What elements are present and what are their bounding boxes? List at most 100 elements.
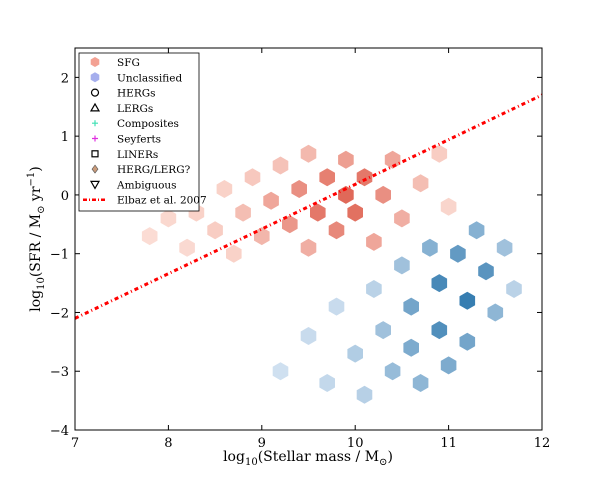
- legend-marker: [89, 180, 101, 190]
- elbaz-line-layer: [74, 93, 543, 320]
- x-tick-label: 12: [534, 436, 551, 451]
- y-tick-label: −1: [50, 248, 69, 263]
- y-axis-title: log10(SFR / M⊙ yr−1): [26, 166, 47, 312]
- legend-marker: [91, 150, 99, 158]
- plot-frame: [74, 47, 543, 431]
- sfg-hexbin: [338, 185, 354, 204]
- sfg-hexbin: [412, 174, 429, 193]
- unclassified-hexbin: [403, 297, 419, 316]
- unclassified-hexbin: [356, 385, 373, 404]
- legend-label: Composites: [117, 118, 179, 130]
- unclassified-hexbin: [272, 362, 289, 381]
- sfg-hexbin: [300, 238, 317, 257]
- sfg-hexbin: [291, 180, 307, 198]
- unclassified-hexbin: [487, 303, 504, 322]
- y-tick-label: 0: [61, 189, 69, 204]
- unclassified-hexbin: [450, 244, 466, 263]
- legend-marker: [91, 164, 99, 174]
- unclassified-hexbin: [431, 321, 448, 340]
- unclassified-hexbin: [375, 321, 391, 340]
- unclassified-hexbin: [459, 291, 476, 310]
- unclassified-hexbin: [412, 374, 429, 392]
- legend: SFG Unclassified HERGs LERGs Composites Seyfe…: [78, 52, 207, 212]
- sfg-hexbin: [235, 203, 251, 222]
- sfg-hexbin: [244, 168, 261, 187]
- legend-item: SFG: [90, 57, 140, 69]
- sfg-hexbin: [300, 144, 317, 163]
- legend-label: SFG: [117, 57, 140, 69]
- sfg-hexbin: [226, 244, 242, 263]
- x-tick-label: 9: [258, 436, 266, 451]
- legend-marker: [90, 72, 100, 83]
- unclassified-hexbin: [431, 274, 448, 293]
- legend-item: Unclassified: [90, 72, 182, 84]
- unclassified-hexbin: [506, 280, 522, 298]
- sfg-hexbin: [263, 191, 279, 210]
- sfg-hexbin: [356, 168, 373, 187]
- y-tick-label: 1: [61, 130, 69, 145]
- unclassified-hexbin: [300, 327, 317, 345]
- sfg-hexbin: [207, 221, 223, 240]
- legend-item: HERG/LERG?: [91, 164, 191, 176]
- sfg-hexbin: [319, 168, 335, 187]
- legend-label: Ambiguous: [116, 179, 177, 191]
- legend-marker: [89, 102, 101, 112]
- legend-item: Composites: [92, 118, 179, 130]
- unclassified-hexbin: [366, 280, 382, 298]
- legend-item: Seyferts: [92, 134, 161, 146]
- unclassified-hexbin: [468, 221, 485, 240]
- x-tick-label: 10: [347, 436, 364, 451]
- unclassified-hexbin: [422, 238, 438, 257]
- legend-item: Elbaz et al. 2007: [83, 195, 207, 207]
- y-tick-label: −3: [50, 365, 69, 380]
- unclassified-hexbin: [394, 256, 410, 275]
- sfg-hexbin-layer: [141, 144, 457, 263]
- unclassified-hexbin: [403, 338, 419, 357]
- sfg-hexbin: [375, 185, 391, 204]
- sfg-hexbin: [431, 144, 448, 163]
- sfg-hexbin: [347, 203, 363, 222]
- legend-marker: [90, 88, 100, 97]
- sfg-hexbin: [160, 209, 177, 228]
- sfg-hexbin: [394, 209, 410, 228]
- x-tick-label: 7: [71, 436, 79, 451]
- sfg-hexbin: [440, 197, 457, 216]
- unclassified-hexbin: [459, 332, 476, 351]
- unclassified-hexbin-layer: [272, 221, 522, 404]
- sfg-hexbin: [179, 238, 195, 257]
- sfg-hexbin: [338, 150, 354, 169]
- unclassified-hexbin: [496, 238, 513, 257]
- unclassified-hexbin: [478, 262, 494, 281]
- sfg-hexbin: [254, 227, 270, 246]
- legend-item: Ambiguous: [89, 179, 177, 191]
- unclassified-hexbin: [319, 374, 335, 392]
- unclassified-hexbin: [440, 356, 457, 375]
- legend-label: Unclassified: [117, 72, 182, 84]
- x-tick-label: 8: [164, 436, 172, 451]
- legend-marker: [92, 135, 98, 142]
- sfg-hexbin: [310, 203, 326, 222]
- legend-label: HERG/LERG?: [117, 164, 191, 176]
- legend-marker: [90, 57, 100, 67]
- y-tick-label: 2: [61, 71, 69, 86]
- legend-item: LINERs: [91, 149, 158, 161]
- legend-label: HERGs: [117, 88, 156, 100]
- legend-label: Seyferts: [117, 134, 161, 146]
- unclassified-hexbin: [347, 344, 363, 363]
- legend-label: LINERs: [117, 149, 158, 161]
- legend-label: LERGs: [117, 103, 153, 115]
- sfg-hexbin: [384, 150, 401, 169]
- x-tick-label: 11: [440, 436, 457, 451]
- sfg-hexbin: [216, 180, 233, 198]
- unclassified-hexbin: [328, 297, 345, 316]
- sfg-hexbin: [272, 156, 289, 175]
- y-tick-label: −4: [50, 424, 69, 439]
- sfg-hexbin: [366, 232, 382, 251]
- sfg-hexbin: [328, 221, 345, 240]
- legend-label: Elbaz et al. 2007: [117, 195, 207, 207]
- y-tick-label: −2: [50, 306, 69, 321]
- sfg-hexbin: [141, 227, 158, 246]
- x-axis-title: log10(Stellar mass / M⊙): [223, 449, 393, 468]
